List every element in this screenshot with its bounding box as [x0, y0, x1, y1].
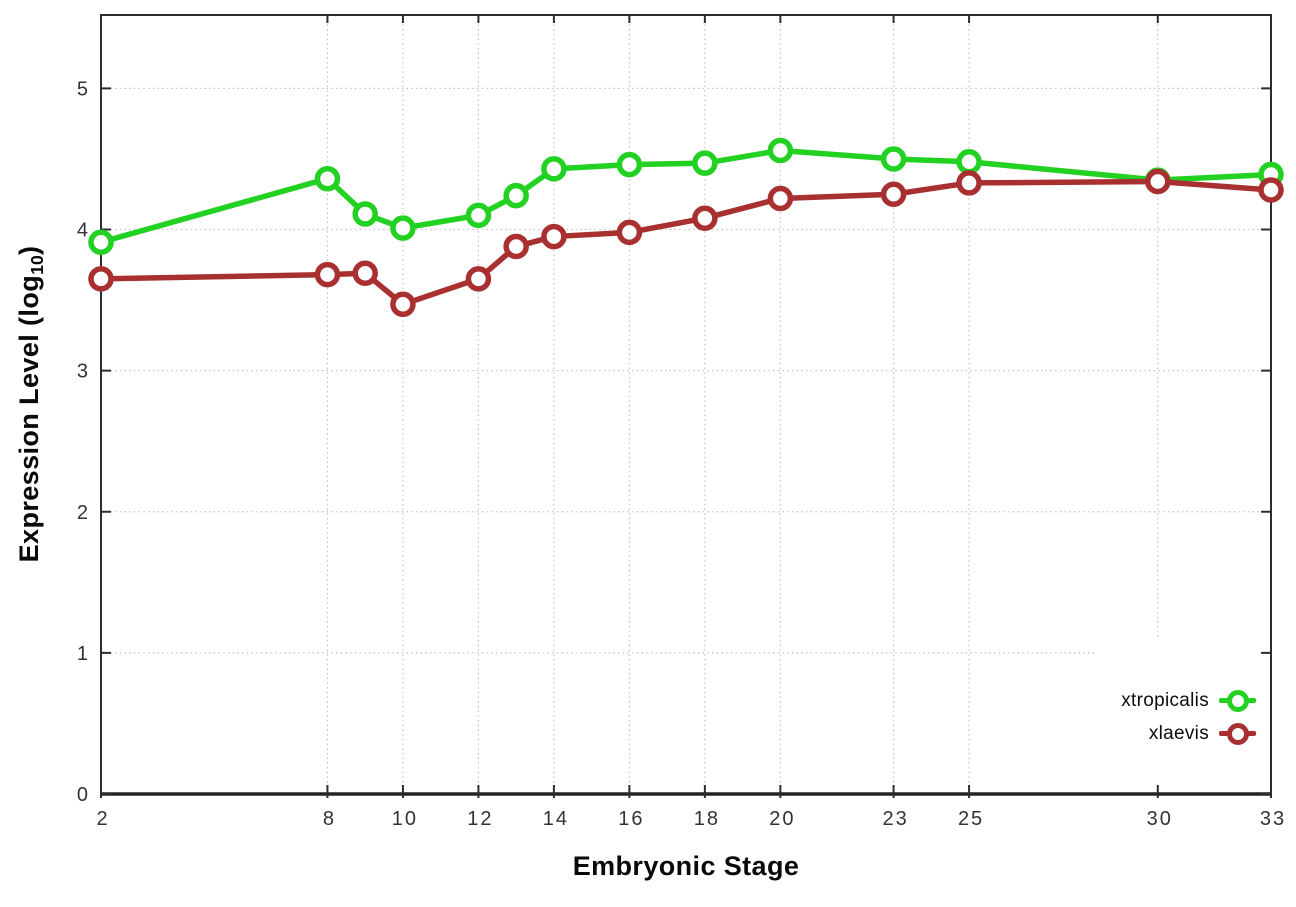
y-axis-title-subscript: 10: [26, 255, 47, 275]
line-marker-sample-icon: [1219, 688, 1256, 714]
x-tick-label: 25: [958, 808, 984, 830]
data-point-marker-xtropicalis: [616, 151, 643, 178]
y-tick-label: 0: [77, 784, 88, 806]
data-point-marker-xtropicalis: [880, 146, 907, 172]
x-axis-title: Embryonic Stage: [572, 851, 800, 881]
x-tick-label: 23: [882, 808, 908, 830]
gridlines: [101, 15, 1271, 794]
legend-label: xtropicalis: [1121, 689, 1209, 711]
data-point-marker-xlaevis: [1258, 177, 1284, 203]
x-tick-label: 14: [543, 808, 569, 830]
data-point-marker-xtropicalis: [390, 215, 416, 241]
legend: xtropicalis xlaevis: [1115, 684, 1256, 752]
data-point-marker-xtropicalis: [541, 156, 567, 182]
y-tick-label: 1: [77, 643, 88, 665]
series-line-xtropicalis: [98, 147, 1274, 245]
y-tick-label: 2: [77, 502, 88, 524]
legend-entry-xtropicalis: xtropicalis: [1121, 684, 1256, 717]
data-point-marker-xtropicalis: [767, 137, 794, 164]
legend-entry-xlaevis: xlaevis: [1149, 717, 1256, 750]
y-axis-title: Expression Level (log10): [14, 169, 48, 639]
data-point-marker-xlaevis: [767, 185, 794, 212]
y-axis-title-suffix: ): [14, 245, 44, 256]
series-xtropicalis: [88, 137, 1284, 255]
plot-border-rect: [100, 14, 1272, 795]
x-tick-label: 16: [618, 808, 644, 830]
data-point-marker-xtropicalis: [692, 150, 718, 176]
data-point-marker-xlaevis: [465, 266, 492, 292]
x-tick-label: 18: [694, 808, 720, 830]
data-point-marker-xlaevis: [880, 181, 907, 207]
y-tick-label: 5: [77, 78, 88, 100]
line-marker-sample-icon: [1219, 721, 1256, 747]
series-line-xlaevis: [98, 178, 1274, 308]
data-point-marker-xlaevis: [503, 233, 529, 260]
x-tick-label: 12: [467, 808, 493, 830]
x-tick-label: 10: [392, 808, 418, 830]
x-tick-label: 33: [1260, 808, 1286, 830]
data-point-marker-xlaevis: [390, 291, 416, 318]
open-circle-marker-icon: [1226, 722, 1249, 745]
data-point-marker-xtropicalis: [314, 165, 341, 192]
y-tick-label: 4: [77, 220, 88, 242]
data-point-marker-xlaevis: [1145, 168, 1171, 195]
y-axis-title-text: Expression Level (log: [14, 274, 44, 563]
x-tick-label: 20: [769, 808, 795, 830]
data-point-marker-xlaevis: [541, 223, 567, 250]
data-point-marker-xlaevis: [616, 219, 643, 246]
data-point-marker-xlaevis: [88, 266, 114, 292]
open-circle-marker-icon: [1226, 689, 1249, 712]
data-point-marker-xtropicalis: [465, 202, 492, 229]
data-point-marker-xtropicalis: [503, 182, 529, 209]
y-tick-label: 3: [77, 361, 88, 383]
x-tick-label: 30: [1147, 808, 1173, 830]
data-point-marker-xtropicalis: [352, 201, 378, 227]
tick-marks: [100, 15, 1272, 798]
data-point-marker-xtropicalis: [956, 149, 982, 175]
data-point-marker-xlaevis: [352, 260, 378, 287]
data-point-marker-xtropicalis: [88, 229, 114, 255]
legend-label: xlaevis: [1148, 722, 1209, 744]
data-point-marker-xlaevis: [692, 205, 718, 231]
data-point-marker-xlaevis: [314, 261, 341, 288]
data-point-marker-xlaevis: [956, 170, 982, 196]
plot-border: [100, 14, 1272, 796]
series-xlaevis: [88, 168, 1284, 318]
x-tick-label: 2: [96, 808, 109, 830]
x-tick-label: 8: [323, 808, 336, 830]
